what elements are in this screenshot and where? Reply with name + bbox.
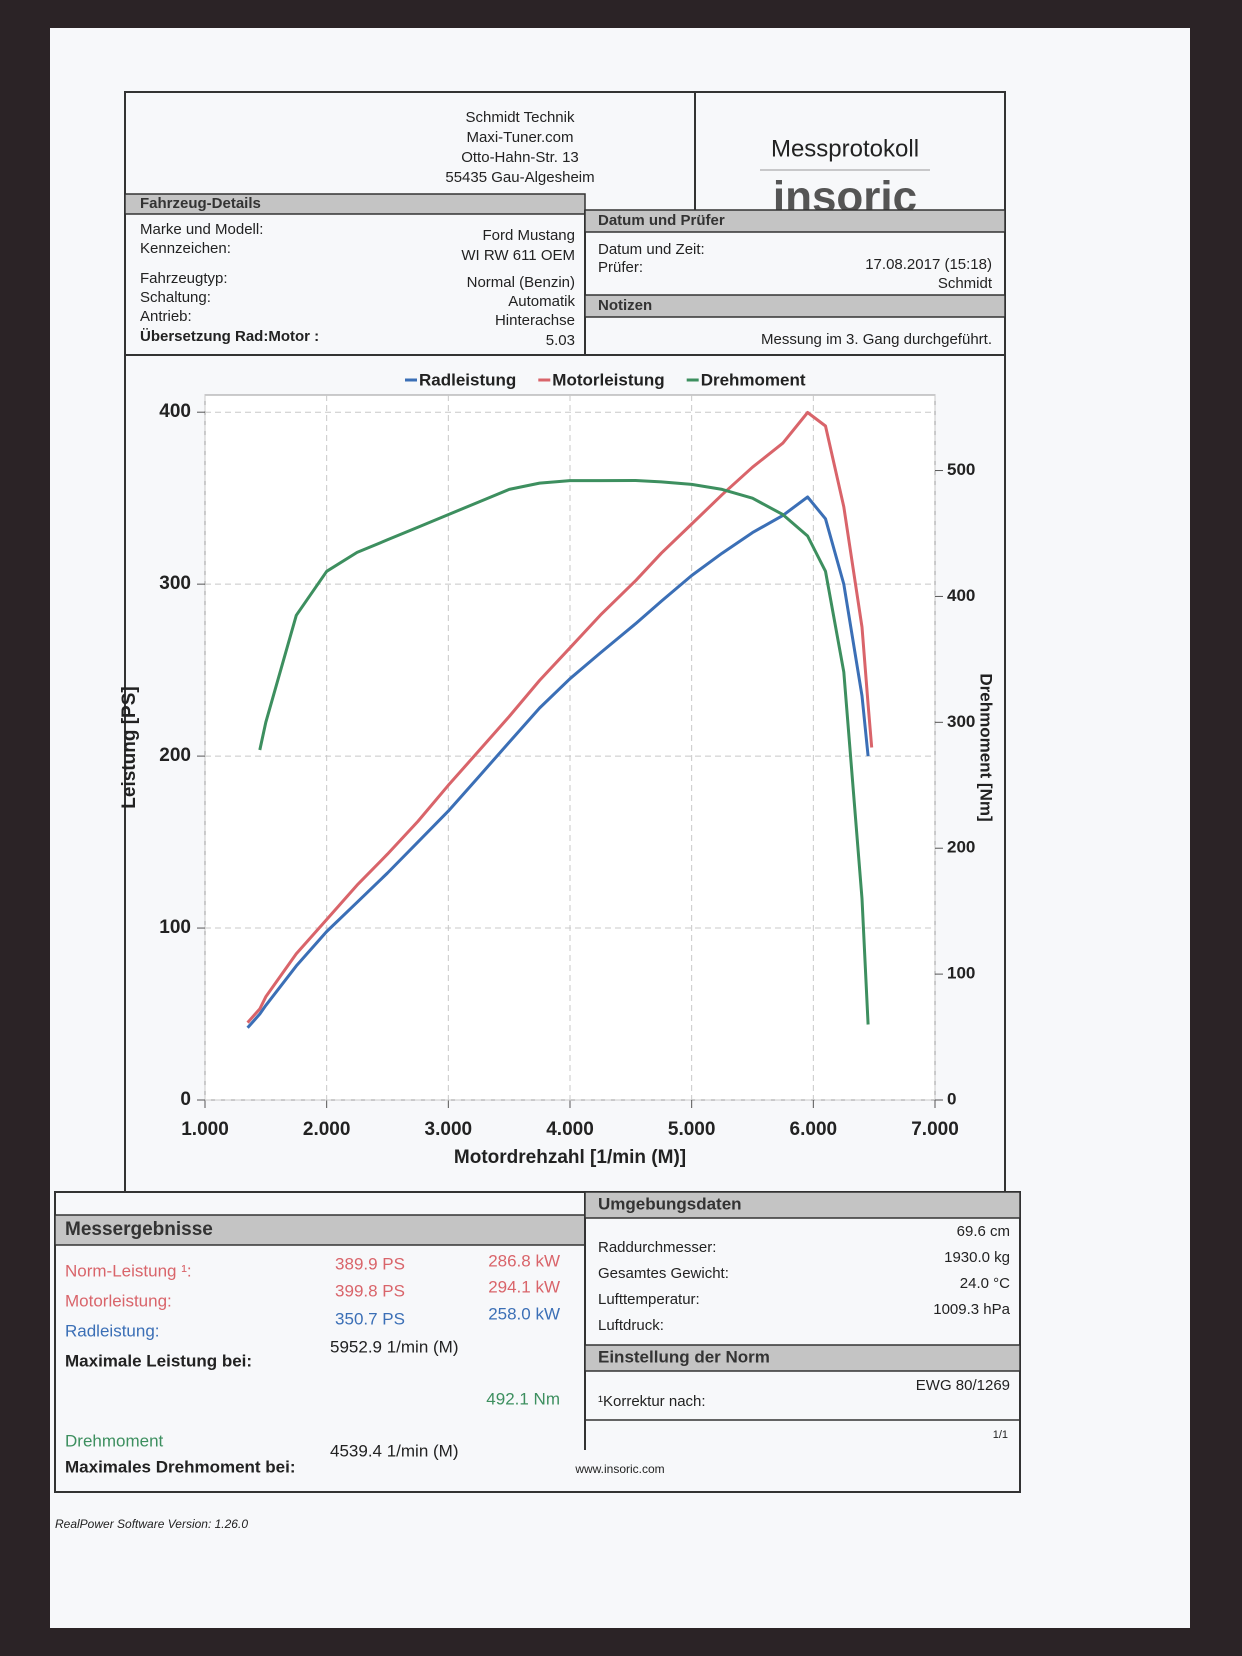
x-tick-label: 2.000 <box>303 1119 351 1140</box>
section-bar <box>584 1344 1021 1372</box>
field-value: Ford Mustang <box>482 227 575 244</box>
field-label: Schaltung: <box>140 289 211 306</box>
address-line: 55435 Gau-Algesheim <box>445 169 594 186</box>
field-value: 1009.3 hPa <box>933 1301 1010 1318</box>
legend-label: Motorleistung <box>552 370 664 389</box>
section-title: Umgebungsdaten <box>598 1194 742 1213</box>
legend-label: Radleistung <box>419 370 516 389</box>
footer-url: www.insoric.com <box>574 1462 664 1476</box>
field-value: Normal (Benzin) <box>467 274 575 291</box>
result-kw: 294.1 kW <box>488 1277 560 1296</box>
field-value: 5.03 <box>546 332 575 349</box>
field-label: Kennzeichen: <box>140 240 231 257</box>
result-label: Radleistung: <box>65 1321 160 1340</box>
x-axis-label: Motordrehzahl [1/min (M)] <box>454 1147 686 1168</box>
section-bar <box>584 294 1006 318</box>
field-value: Schmidt <box>938 275 993 292</box>
result-value: 492.1 Nm <box>486 1389 560 1408</box>
y-tick-label: 200 <box>159 745 191 766</box>
x-tick-label: 6.000 <box>790 1119 838 1140</box>
section-title: Einstellung der Norm <box>598 1347 770 1366</box>
section-bar <box>584 1191 1021 1219</box>
series-line <box>246 495 870 1029</box>
field-value: Hinterachse <box>495 312 575 329</box>
field-value: 1930.0 kg <box>944 1249 1010 1266</box>
field-value: Automatik <box>508 293 575 310</box>
section-bar <box>124 193 586 215</box>
result-label: Norm-Leistung ¹: <box>65 1261 192 1280</box>
page-number: 1/1 <box>993 1429 1008 1441</box>
series-line <box>246 411 874 1024</box>
x-tick-label: 4.000 <box>546 1119 594 1140</box>
field-label: Luftdruck: <box>598 1317 664 1334</box>
y-axis-label: Leistung [PS] <box>119 686 140 808</box>
field-label: Raddurchmesser: <box>598 1239 716 1256</box>
field-value: WI RW 611 OEM <box>461 247 575 264</box>
y-tick-label: 0 <box>180 1089 191 1110</box>
series-line <box>258 479 870 1025</box>
y2-tick-label: 200 <box>947 838 975 857</box>
result-label: Maximales Drehmoment bei: <box>65 1457 296 1476</box>
y-tick-label: 100 <box>159 917 191 938</box>
x-tick-label: 1.000 <box>181 1119 229 1140</box>
address: Schmidt Technik Maxi-Tuner.com Otto-Hahn… <box>445 109 594 186</box>
field-label: Prüfer: <box>598 259 643 276</box>
y2-tick-label: 100 <box>947 964 975 983</box>
y2-tick-label: 300 <box>947 712 975 731</box>
y-tick-label: 400 <box>159 401 191 422</box>
field-label: Übersetzung Rad:Motor : <box>140 328 319 345</box>
field-value: EWG 80/1269 <box>916 1377 1010 1394</box>
software-version: RealPower Software Version: 1.26.0 <box>55 1517 248 1531</box>
y2-tick-label: 500 <box>947 460 975 479</box>
results-rows: Norm-Leistung ¹: 389.9 PS 286.8 kW Motor… <box>65 1251 560 1476</box>
x-tick-label: 7.000 <box>911 1119 959 1140</box>
y2-tick-label: 0 <box>947 1089 956 1108</box>
field-label: ¹Korrektur nach: <box>598 1393 706 1410</box>
result-ps: 399.8 PS <box>335 1281 405 1300</box>
field-label: Marke und Modell: <box>140 221 263 238</box>
field-label: Fahrzeugtyp: <box>140 270 228 287</box>
note-text: Messung im 3. Gang durchgeführt. <box>761 331 992 348</box>
field-label: Antrieb: <box>140 308 192 325</box>
result-value: 5952.9 1/min (M) <box>330 1337 459 1356</box>
y2-tick-label: 400 <box>947 586 975 605</box>
y-tick-label: 300 <box>159 573 191 594</box>
result-kw: 258.0 kW <box>488 1304 560 1323</box>
result-kw: 286.8 kW <box>488 1251 560 1270</box>
field-value: 17.08.2017 (15:18) <box>865 256 992 273</box>
field-label: Gesamtes Gewicht: <box>598 1265 729 1282</box>
result-ps: 350.7 PS <box>335 1309 405 1328</box>
section-bar <box>584 209 1006 233</box>
chart: 1.000 2.000 3.000 4.000 5.000 6.000 7.000 0 100 2… <box>119 370 996 1168</box>
section-title: Datum und Prüfer <box>598 212 725 229</box>
result-ps: 389.9 PS <box>335 1254 405 1273</box>
x-tick-label: 5.000 <box>668 1119 716 1140</box>
frame-bottom <box>54 1191 1021 1493</box>
section-title: Fahrzeug-Details <box>140 195 261 212</box>
field-value: 69.6 cm <box>957 1223 1010 1240</box>
legend-label: Drehmoment <box>701 370 806 389</box>
section-bar <box>54 1214 586 1246</box>
result-label: Maximale Leistung bei: <box>65 1351 252 1370</box>
address-line: Schmidt Technik <box>466 109 575 126</box>
result-label: Drehmoment <box>65 1431 164 1450</box>
field-value: 24.0 °C <box>960 1275 1010 1292</box>
section-title: Messergebnisse <box>65 1219 213 1240</box>
x-tick-label: 3.000 <box>425 1119 473 1140</box>
protocol-title: Messprotokoll <box>771 135 919 162</box>
result-label: Motorleistung: <box>65 1291 172 1310</box>
field-label: Lufttemperatur: <box>598 1291 700 1308</box>
y2-axis-label: Drehmoment [Nm] <box>977 673 996 821</box>
field-label: Datum und Zeit: <box>598 241 705 258</box>
result-value: 4539.4 1/min (M) <box>330 1441 459 1460</box>
address-line: Maxi-Tuner.com <box>467 129 574 146</box>
section-title: Notizen <box>598 297 652 314</box>
vehicle-rows: Marke und Modell: Ford Mustang Kennzeich… <box>140 221 575 349</box>
address-line: Otto-Hahn-Str. 13 <box>461 149 579 166</box>
